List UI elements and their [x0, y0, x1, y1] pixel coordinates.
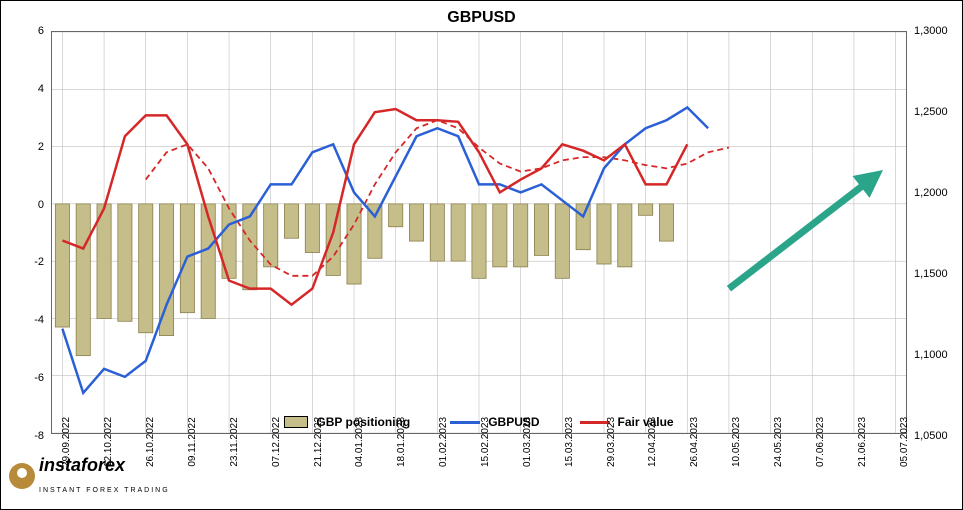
x-tick: 05.07.2023 [899, 417, 910, 467]
positioning-bar [284, 204, 298, 238]
positioning-bar [139, 204, 153, 333]
x-tick: 21.12.2022 [313, 417, 324, 467]
y-left-tick: 4 [38, 83, 44, 95]
x-tick: 07.06.2023 [815, 417, 826, 467]
plot-area [51, 31, 907, 434]
y-right-tick: 1,3000 [914, 25, 948, 37]
chart-title: GBPUSD [1, 9, 962, 27]
y-right-tick: 1,0500 [914, 430, 948, 442]
positioning-bar [389, 204, 403, 227]
chart-container: GBPUSD -8 -6 -4 -2 0 2 4 6 1,0500 1,1000 1,1500 1,… [0, 0, 963, 510]
y-right-tick: 1,2500 [914, 106, 948, 118]
positioning-bar [493, 204, 507, 267]
positioning-bar [555, 204, 569, 278]
x-tick: 23.11.2022 [229, 417, 240, 466]
y-right-tick: 1,1500 [914, 268, 948, 280]
positioning-bar [451, 204, 465, 261]
legend-item: GBP positioning [284, 415, 410, 429]
positioning-bar [534, 204, 548, 256]
positioning-bar [201, 204, 215, 319]
x-tick: 21.06.2023 [857, 417, 868, 467]
positioning-bar [597, 204, 611, 264]
positioning-bar [472, 204, 486, 278]
x-tick: 07.12.2022 [271, 417, 282, 467]
positioning-bar [305, 204, 319, 253]
x-tick: 26.04.2023 [689, 417, 700, 467]
x-tick: 01.03.2023 [522, 417, 533, 467]
x-tick: 18.01.2023 [396, 417, 407, 467]
y-left-tick: -6 [34, 372, 44, 384]
y-axis-left: -8-6-4-20246 [1, 31, 49, 434]
positioning-bar [76, 204, 90, 356]
y-left-tick: 6 [38, 25, 44, 37]
legend-swatch [450, 421, 480, 424]
positioning-bar [409, 204, 423, 241]
y-right-tick: 1,2000 [914, 187, 948, 199]
x-tick: 04.01.2023 [354, 417, 365, 467]
positioning-bar [576, 204, 590, 250]
x-tick: 12.04.2023 [647, 417, 658, 467]
y-left-tick: 0 [38, 199, 44, 211]
legend-label: Fair value [618, 415, 674, 429]
positioning-bar [55, 204, 69, 327]
trend-arrow [729, 176, 875, 288]
positioning-bar [118, 204, 132, 321]
legend-swatch [284, 416, 308, 428]
positioning-bar [514, 204, 528, 267]
y-left-tick: 2 [38, 141, 44, 153]
x-axis: 29.09.202212.10.202226.10.202209.11.2022… [51, 437, 907, 509]
positioning-bar [639, 204, 653, 215]
y-left-tick: -4 [34, 314, 44, 326]
positioning-bar [97, 204, 111, 319]
x-tick: 15.02.2023 [480, 417, 491, 467]
brand-logo: instaforex INSTANT FOREX TRADING [9, 455, 170, 497]
brand-tagline: INSTANT FOREX TRADING [39, 487, 170, 494]
brand-name: instaforex [39, 455, 125, 475]
x-tick: 10.05.2023 [731, 417, 742, 467]
y-right-tick: 1,1000 [914, 349, 948, 361]
y-left-tick: -2 [34, 256, 44, 268]
x-tick: 09.11.2022 [187, 417, 198, 466]
x-tick: 24.05.2023 [773, 417, 784, 467]
positioning-bar [347, 204, 361, 284]
y-axis-right: 1,05001,10001,15001,20001,25001,3000 [909, 31, 962, 434]
positioning-bar [430, 204, 444, 261]
brand-text-wrap: instaforex INSTANT FOREX TRADING [39, 455, 170, 497]
positioning-bar [659, 204, 673, 241]
positioning-bar [264, 204, 278, 267]
positioning-bar [618, 204, 632, 267]
brand-icon [9, 463, 35, 489]
x-tick: 15.03.2023 [564, 417, 575, 467]
legend-item: Fair value [580, 415, 674, 429]
chart-svg [52, 32, 906, 433]
x-tick: 01.02.2023 [438, 417, 449, 467]
x-tick: 29.03.2023 [606, 417, 617, 467]
y-left-tick: -8 [34, 430, 44, 442]
